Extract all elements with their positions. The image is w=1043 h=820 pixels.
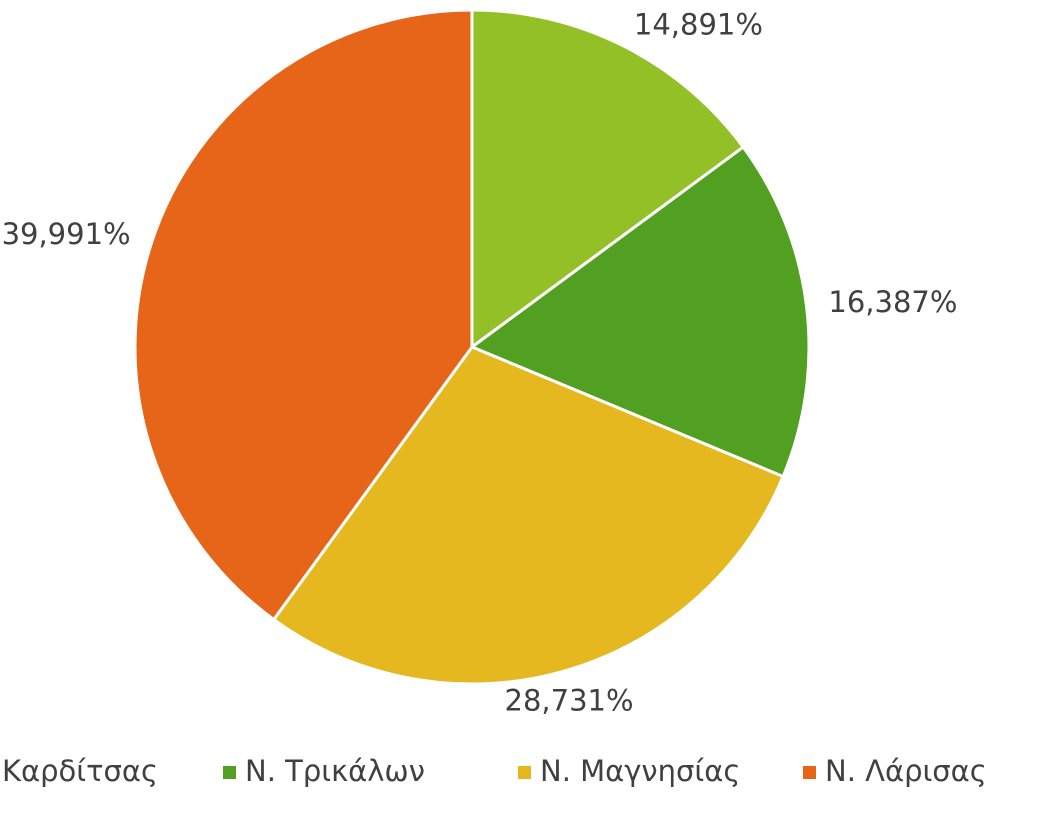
pie-slice: [133, 8, 474, 622]
pie-slice: [271, 345, 786, 686]
legend-swatch: [518, 766, 531, 779]
data-label: 28,731%: [505, 684, 634, 718]
data-label: 14,891%: [634, 8, 763, 42]
legend-swatch: [803, 766, 816, 779]
data-label: 16,387%: [828, 285, 957, 319]
legend-label: Ν. Λάρισας: [825, 754, 987, 788]
legend-swatch: [223, 766, 236, 779]
legend-label: Ν. Τρικάλων: [245, 754, 425, 788]
pie-slice: [468, 144, 811, 479]
data-label: 39,991%: [2, 217, 131, 251]
legend-label: Ν. Μαγνησίας: [540, 754, 740, 788]
legend-label: Καρδίτσας: [2, 754, 158, 788]
pie-slice: [470, 8, 746, 350]
